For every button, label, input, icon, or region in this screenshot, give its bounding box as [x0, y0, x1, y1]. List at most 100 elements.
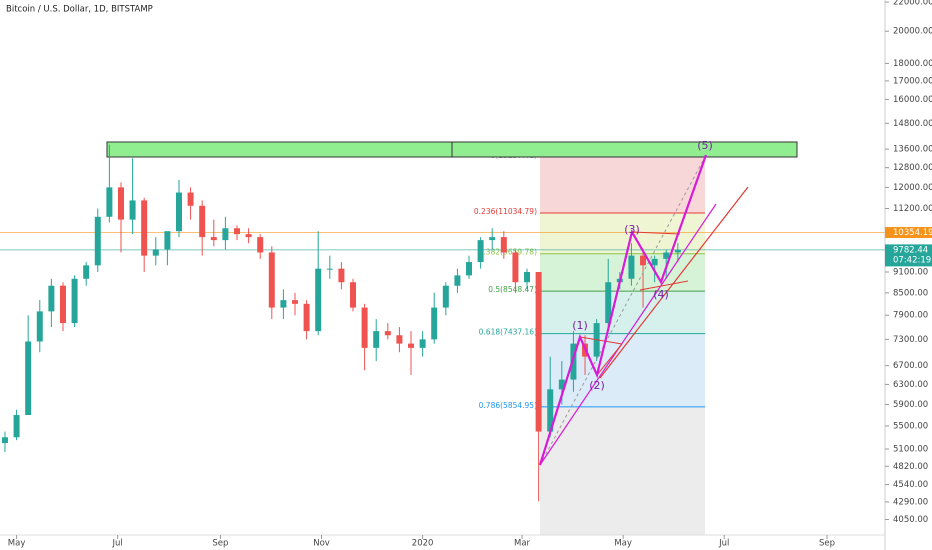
price-lines	[0, 232, 885, 251]
candle-body	[257, 237, 264, 253]
candle-body	[547, 389, 554, 432]
y-tick-label: 12000.00	[893, 183, 932, 193]
candle-body	[210, 237, 217, 241]
candle-body	[640, 255, 647, 266]
fib-band	[540, 333, 705, 407]
candle-body	[558, 379, 565, 390]
x-tick-label: Jul	[112, 539, 123, 549]
fib-group: 0(13257.41)0.236(11034.79)0.382(9659.78)…	[474, 151, 705, 535]
candle-body	[1, 437, 8, 444]
trend-dashed	[539, 154, 707, 466]
price-tag	[885, 244, 932, 267]
candle-body	[500, 237, 507, 253]
candle-body	[152, 249, 159, 256]
fib-label: 0.5(8548.47)	[488, 285, 537, 294]
candle-body	[164, 231, 171, 250]
fib-band	[540, 156, 705, 214]
candle-body	[48, 285, 55, 312]
candle-body	[628, 255, 635, 279]
y-tick-label: 5900.00	[893, 400, 928, 410]
axes: 4050.00 4290.00 4540.00 4820.00 5100.00 5500.…	[8, 0, 932, 549]
y-tick-label: 4290.00	[893, 497, 928, 507]
y-tick-label: 22000.00	[893, 0, 932, 8]
candle-body	[408, 343, 415, 348]
candle-body	[442, 285, 449, 308]
y-tick-label: 12800.00	[893, 163, 932, 173]
candle-body	[663, 252, 670, 259]
candle-body	[315, 268, 322, 332]
elliott-wave	[538, 154, 708, 466]
candle-body	[245, 234, 252, 238]
candle-body	[106, 187, 113, 217]
y-tick-label: 5500.00	[893, 421, 928, 431]
triangle-line	[596, 343, 623, 376]
candle-body	[199, 205, 206, 238]
candle-body	[303, 303, 310, 332]
candle-body	[187, 192, 194, 206]
candle-body	[268, 252, 275, 308]
wave-label: (3)	[624, 223, 640, 236]
candle-body	[141, 200, 148, 256]
candle-body	[326, 268, 333, 270]
candle-body	[350, 282, 357, 308]
candle-body	[373, 331, 380, 348]
candle-body	[466, 262, 473, 276]
candle-body	[117, 187, 124, 220]
price-tag	[885, 227, 932, 239]
fib-band	[540, 291, 705, 334]
y-tick-label: 16000.00	[893, 95, 932, 105]
fib-label: 0.786(5854.95)	[479, 401, 537, 410]
candle-body	[233, 228, 240, 235]
y-tick-label: 6700.00	[893, 361, 928, 371]
countdown-label: 07:42:19	[893, 255, 931, 265]
triangle-line	[639, 280, 689, 291]
candle-body	[535, 271, 542, 432]
y-tick-label: 9100.00	[893, 267, 928, 277]
y-tick-label: 5100.00	[893, 445, 928, 455]
y-tick-label: 11200.00	[893, 204, 932, 214]
triangle-line	[579, 336, 623, 345]
y-tick-label: 14800.00	[893, 119, 932, 129]
price-tag-label: 10354.19	[893, 228, 932, 238]
candle-body	[59, 285, 66, 324]
x-tick-label: Nov	[313, 539, 330, 549]
x-tick-label: Jul	[718, 539, 729, 549]
candle-body	[396, 335, 403, 344]
x-tick-label: Sep	[212, 539, 228, 549]
candle-body	[361, 307, 368, 348]
y-tick-label: 8500.00	[893, 288, 928, 298]
candle-body	[454, 275, 461, 286]
candle-body	[512, 252, 519, 283]
candle-body	[13, 415, 20, 438]
candle-body	[83, 265, 90, 279]
y-tick-label: 4050.00	[893, 515, 928, 525]
y-tick-label: 7300.00	[893, 335, 928, 345]
candle-body	[524, 271, 531, 283]
triangle-line	[631, 231, 681, 235]
candles	[1, 144, 681, 502]
candle-body	[605, 282, 612, 324]
wave-label: (4)	[653, 288, 669, 301]
candle-body	[36, 311, 43, 342]
candle-body	[71, 278, 78, 324]
candle-body	[25, 341, 32, 416]
trend-line	[539, 203, 717, 466]
wave-label: (1)	[572, 319, 588, 332]
candle-body	[338, 268, 345, 283]
fib-label: 0.618(7437.16)	[479, 328, 537, 337]
candle-body	[129, 200, 136, 220]
candle-body	[222, 228, 229, 241]
candle-body	[674, 249, 681, 253]
y-tick-label: 17000.00	[893, 76, 932, 86]
candle-body	[175, 192, 182, 232]
fib-band	[540, 406, 705, 535]
wave-label: (5)	[697, 139, 713, 152]
y-tick-label: 4820.00	[893, 462, 928, 472]
red-trend-line	[599, 186, 749, 379]
candle-body	[419, 339, 426, 348]
y-tick-label: 13600.00	[893, 145, 932, 155]
candle-body	[651, 258, 658, 266]
candle-body	[280, 300, 287, 308]
